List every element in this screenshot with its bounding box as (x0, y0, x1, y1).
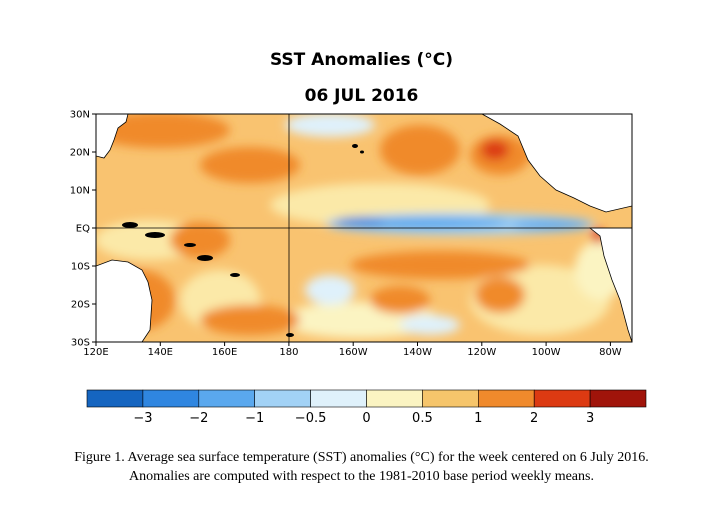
colorbar-segment (254, 389, 311, 408)
longitude-axis: 120E 140E 160E 180 160W 140W 120W 100W 80W (83, 342, 622, 358)
lon-tick-label: 160W (339, 347, 368, 358)
colorbar-segment (310, 389, 367, 408)
colorbar-tick-label: 1 (474, 411, 482, 426)
lat-tick-label: EQ (76, 224, 90, 235)
lon-tick-label: 160E (212, 347, 237, 358)
land-masses (96, 114, 632, 342)
colorbar-tick-label: 3 (586, 411, 594, 426)
latitude-axis: 30N 20N 10N EQ 10S 20S 30S (70, 110, 96, 349)
colorbar-segment (477, 389, 535, 408)
lat-tick-label: 30S (71, 338, 90, 349)
colorbar-tick-label: −1 (245, 411, 264, 426)
anomaly-patches (96, 114, 630, 338)
colorbar-segment (86, 389, 144, 408)
colorbar-segment (422, 389, 479, 408)
colorbar-segment (198, 389, 256, 408)
figure-caption-line2: Anomalies are computed with respect to t… (129, 469, 594, 484)
colorbar: −3 −2 −1 −0.5 0 0.5 1 2 3 (86, 389, 647, 426)
lon-tick-label: 80W (599, 347, 622, 358)
colorbar-segment (533, 389, 591, 408)
colorbar-tick-label: 0 (362, 411, 370, 426)
lon-tick-label: 180 (279, 347, 298, 358)
colorbar-segment (589, 389, 647, 408)
lat-tick-label: 20S (71, 300, 90, 311)
chart-title: SST Anomalies (°C) (269, 50, 454, 70)
colorbar-segment (142, 389, 200, 408)
lon-tick-label: 120W (467, 347, 496, 358)
lat-tick-label: 10N (70, 186, 90, 197)
colorbar-tick-label: −3 (133, 411, 152, 426)
anomaly-field (96, 114, 632, 342)
lon-tick-label: 140W (403, 347, 432, 358)
chart-date: 06 JUL 2016 (304, 86, 419, 106)
lat-tick-label: 10S (71, 262, 90, 273)
lon-tick-label: 120E (83, 347, 108, 358)
colorbar-tick-label: −0.5 (295, 411, 327, 426)
colorbar-tick-label: 0.5 (412, 411, 433, 426)
colorbar-tick-label: 2 (530, 411, 538, 426)
figure-caption-line1: Figure 1. Average sea surface temperatur… (74, 450, 649, 465)
colorbar-segment (366, 389, 423, 408)
lon-tick-label: 100W (532, 347, 561, 358)
lon-tick-label: 140E (148, 347, 173, 358)
lat-tick-label: 30N (70, 110, 90, 121)
lat-tick-label: 20N (70, 148, 90, 159)
colorbar-tick-label: −2 (189, 411, 208, 426)
